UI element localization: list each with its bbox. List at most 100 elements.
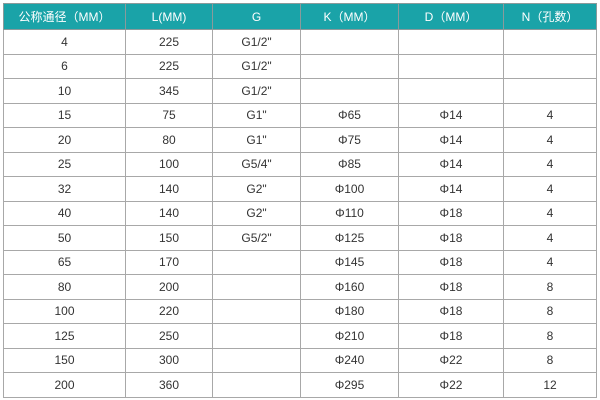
- table-cell: 65: [3, 249, 126, 275]
- table-cell: 12: [503, 372, 597, 398]
- table-cell: 4: [503, 249, 597, 275]
- table-cell: Φ18: [398, 249, 504, 275]
- table-cell: [398, 29, 504, 55]
- table-cell: Φ22: [398, 347, 504, 373]
- table-cell: 225: [125, 53, 213, 79]
- table-cell: 75: [125, 102, 213, 128]
- table-row: 4 225 G1/2": [3, 29, 597, 55]
- column-header: G: [212, 3, 301, 30]
- table-cell: 150: [125, 225, 213, 251]
- table-cell: [212, 274, 301, 300]
- column-header: N（孔数）: [503, 3, 597, 30]
- column-header: 公称通径（MM）: [3, 3, 126, 30]
- table-cell: [212, 249, 301, 275]
- table-cell: Φ180: [300, 298, 399, 324]
- table-cell: Φ295: [300, 372, 399, 398]
- table-cell: [300, 78, 399, 104]
- table-cell: G1": [212, 127, 301, 153]
- table-row: 150 300 Φ240 Φ22 8: [3, 347, 597, 373]
- table-cell: [503, 53, 597, 79]
- table-cell: Φ240: [300, 347, 399, 373]
- table-row: 65 170 Φ145 Φ18 4: [3, 249, 597, 275]
- table-cell: Φ145: [300, 249, 399, 275]
- table-row: 40 140 G2" Φ110 Φ18 4: [3, 200, 597, 226]
- table-cell: 150: [3, 347, 126, 373]
- table-row: 6 225 G1/2": [3, 53, 597, 79]
- table-cell: 20: [3, 127, 126, 153]
- table-cell: 4: [3, 29, 126, 55]
- table-cell: G1/2": [212, 29, 301, 55]
- table-cell: Φ18: [398, 274, 504, 300]
- table-cell: [300, 29, 399, 55]
- table-cell: G5/4": [212, 151, 301, 177]
- table-cell: [398, 78, 504, 104]
- table-cell: Φ18: [398, 200, 504, 226]
- table-cell: 80: [125, 127, 213, 153]
- table-cell: 10: [3, 78, 126, 104]
- table-cell: 220: [125, 298, 213, 324]
- column-header: K（MM）: [300, 3, 399, 30]
- table-cell: 4: [503, 225, 597, 251]
- table-cell: 8: [503, 347, 597, 373]
- table-cell: Φ18: [398, 225, 504, 251]
- table-cell: Φ110: [300, 200, 399, 226]
- table-cell: 200: [125, 274, 213, 300]
- table-cell: Φ14: [398, 102, 504, 128]
- table-cell: 250: [125, 323, 213, 349]
- table-cell: [300, 53, 399, 79]
- column-header: L(MM): [125, 3, 213, 30]
- table-cell: Φ125: [300, 225, 399, 251]
- table-cell: 100: [3, 298, 126, 324]
- table-row: 25 100 G5/4" Φ85 Φ14 4: [3, 151, 597, 177]
- table-cell: 4: [503, 200, 597, 226]
- column-header: D（MM）: [398, 3, 504, 30]
- table-cell: 140: [125, 176, 213, 202]
- table-cell: 32: [3, 176, 126, 202]
- table-cell: [212, 323, 301, 349]
- flange-dimension-table: 公称通径（MM） L(MM) G K（MM） D（MM） N（孔数） 4 225 G1/2" 6…: [3, 3, 597, 398]
- table-cell: 8: [503, 298, 597, 324]
- table-row: 32 140 G2" Φ100 Φ14 4: [3, 176, 597, 202]
- table-cell: Φ22: [398, 372, 504, 398]
- table-cell: G1/2": [212, 78, 301, 104]
- table-cell: 80: [3, 274, 126, 300]
- table-cell: 4: [503, 127, 597, 153]
- table-row: 125 250 Φ210 Φ18 8: [3, 323, 597, 349]
- table-cell: 140: [125, 200, 213, 226]
- table-cell: G2": [212, 176, 301, 202]
- table-row: 100 220 Φ180 Φ18 8: [3, 298, 597, 324]
- table-cell: Φ14: [398, 151, 504, 177]
- table-row: 50 150 G5/2" Φ125 Φ18 4: [3, 225, 597, 251]
- table-cell: Φ14: [398, 127, 504, 153]
- table-cell: 170: [125, 249, 213, 275]
- table-cell: G2": [212, 200, 301, 226]
- table-cell: Φ65: [300, 102, 399, 128]
- table-cell: 8: [503, 274, 597, 300]
- table-row: 15 75 G1" Φ65 Φ14 4: [3, 102, 597, 128]
- table-cell: Φ18: [398, 298, 504, 324]
- table-cell: 360: [125, 372, 213, 398]
- table-cell: 6: [3, 53, 126, 79]
- table-cell: 345: [125, 78, 213, 104]
- table-cell: 8: [503, 323, 597, 349]
- table-row: 10 345 G1/2": [3, 78, 597, 104]
- table-row: 80 200 Φ160 Φ18 8: [3, 274, 597, 300]
- table-cell: G1": [212, 102, 301, 128]
- table-row: 200 360 Φ295 Φ22 12: [3, 372, 597, 398]
- table-cell: 50: [3, 225, 126, 251]
- table-cell: G5/2": [212, 225, 301, 251]
- table-cell: [212, 372, 301, 398]
- header-row: 公称通径（MM） L(MM) G K（MM） D（MM） N（孔数）: [3, 3, 597, 30]
- table-cell: Φ210: [300, 323, 399, 349]
- table-cell: 4: [503, 176, 597, 202]
- table-cell: G1/2": [212, 53, 301, 79]
- table-cell: Φ18: [398, 323, 504, 349]
- table-cell: Φ100: [300, 176, 399, 202]
- table-cell: Φ75: [300, 127, 399, 153]
- table-cell: 25: [3, 151, 126, 177]
- table-cell: 300: [125, 347, 213, 373]
- table-cell: [398, 53, 504, 79]
- table-cell: [212, 347, 301, 373]
- table-cell: 4: [503, 102, 597, 128]
- table-cell: 225: [125, 29, 213, 55]
